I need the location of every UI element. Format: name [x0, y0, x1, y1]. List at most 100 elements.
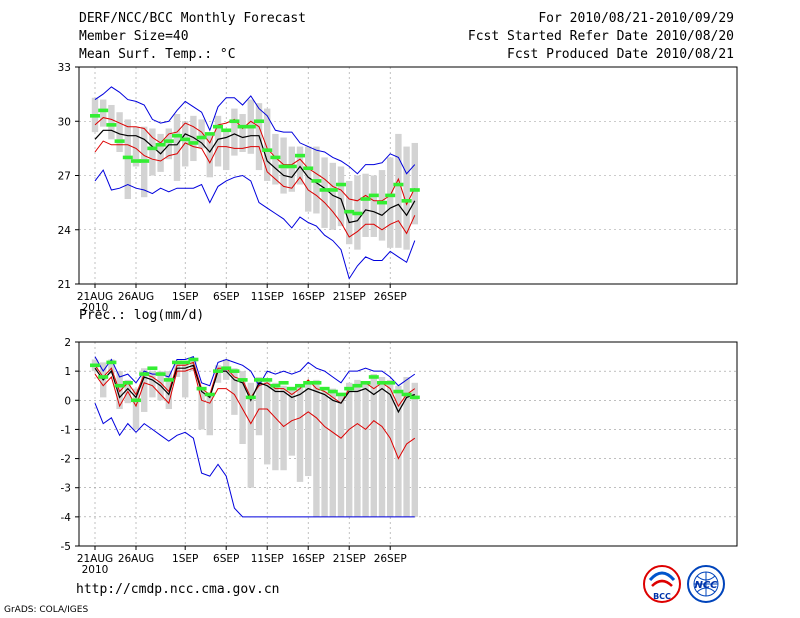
temp-observed-marker [196, 135, 207, 140]
precip-range-box [288, 388, 295, 456]
temp-observed-marker [245, 124, 256, 129]
temp-range-box [272, 133, 279, 185]
precip-range-box [247, 382, 254, 488]
temp-observed-marker [131, 159, 141, 163]
temp-observed-marker [122, 155, 133, 160]
temp-panel: 21 24 27 30 33 21AUG 26AUG 1SEP 6SEP 11SEP 16SEP 21… [58, 62, 738, 314]
temp-range-box [116, 112, 123, 152]
header-period: For 2010/08/21-2010/09/29 [538, 11, 734, 26]
precip-observed-marker [172, 360, 182, 365]
temp-observed-marker [336, 182, 346, 187]
precip-ytick-label: -2 [61, 454, 71, 466]
precip-observed-marker [368, 375, 379, 379]
temp-xtick-label: 21AUG [77, 291, 113, 303]
precip-xtick-label: 6SEP [213, 553, 239, 565]
precip-observed-marker [213, 369, 223, 373]
header-start-date: Fcst Started Refer Date 2010/08/20 [467, 29, 734, 44]
precip-observed-marker [336, 392, 346, 397]
header-member-size: Member Size=40 [79, 29, 189, 44]
temp-ytick-label: 33 [58, 62, 71, 74]
precip-range-box [313, 379, 320, 517]
precip-range-box [329, 388, 336, 517]
temp-observed-marker [360, 197, 371, 201]
precip-frame [78, 341, 738, 547]
precip-observed-marker [188, 357, 199, 362]
precip-observed-marker [196, 386, 207, 391]
precip-range-box [141, 368, 148, 412]
temp-range-box [157, 133, 164, 172]
temp-range-box [411, 142, 418, 225]
temp-observed-marker [254, 119, 264, 124]
precip-range-box [337, 394, 345, 517]
precip-observed-marker [147, 366, 158, 371]
precip-range-box [395, 385, 402, 517]
precip-ytick-label: 1 [64, 366, 71, 378]
temp-range-box [337, 166, 345, 227]
temp-observed-marker [262, 148, 273, 152]
temp-ytick-label: 24 [58, 225, 72, 237]
temp-observed-marker [385, 193, 396, 198]
temp-range-box [288, 146, 295, 192]
temp-range-box [190, 115, 197, 162]
temp-observed-marker [204, 132, 215, 136]
temp-ytick-label: 21 [58, 279, 71, 291]
temp-observed-marker [221, 128, 232, 133]
temp-range-box [173, 114, 181, 181]
precip-range-box [132, 388, 140, 430]
precip-observed-marker [131, 398, 141, 403]
temp-observed-marker [147, 146, 158, 151]
precip-observed-marker [360, 381, 371, 385]
temp-lower-line [94, 140, 416, 238]
precip-range-box [198, 388, 205, 430]
temp-observed-marker [163, 139, 174, 143]
precip-observed-marker [319, 386, 330, 391]
precip-observed-marker [114, 383, 125, 388]
precip-observed-marker [409, 395, 420, 400]
precip-range-box [255, 376, 263, 436]
precip-observed-marker [90, 363, 100, 368]
temp-observed-marker [139, 159, 150, 163]
temp-range-box [395, 133, 402, 248]
precip-observed-marker [262, 378, 273, 382]
temp-observed-marker [352, 211, 363, 216]
precip-year-label: 2010 [82, 564, 109, 576]
temp-range-box [214, 115, 222, 167]
temp-range-box [387, 157, 394, 248]
precip-observed-marker [155, 372, 166, 376]
precip-observed-marker [163, 378, 174, 382]
temp-observed-marker [237, 124, 248, 129]
temp-range-box [100, 99, 107, 127]
temp-range-box [198, 119, 205, 149]
precip-range-box [305, 382, 312, 477]
precip-range-box [321, 391, 328, 517]
temp-observed-marker [270, 155, 281, 160]
temp-range-box [231, 108, 238, 156]
temp-year-label: 2010 [82, 302, 109, 314]
precip-observed-marker [286, 386, 297, 391]
grads-credit: GrADS: COLA/IGES [4, 605, 89, 615]
precip-observed-marker [245, 395, 256, 400]
temp-range-box [403, 146, 410, 250]
temp-range-box [321, 157, 328, 228]
precip-xtick-label: 1SEP [172, 553, 198, 565]
source-url[interactable]: http://cmdp.ncc.cma.gov.cn [76, 582, 280, 597]
precip-range-box [108, 359, 115, 375]
temp-xtick-label: 1SEP [172, 291, 198, 303]
temp-observed-marker [106, 123, 117, 127]
temp-xtick-label: 6SEP [213, 291, 239, 303]
temp-xtick-label: 26AUG [118, 291, 154, 303]
temp-observed-marker [409, 188, 420, 192]
precip-range-box [272, 382, 279, 471]
temp-observed-marker [327, 188, 338, 192]
temp-range-box [182, 121, 189, 167]
temp-observed-marker [188, 141, 199, 145]
temp-observed-marker [90, 114, 100, 118]
temp-observed-marker [368, 193, 379, 198]
precip-xtick-label: 26SEP [374, 553, 407, 565]
temp-ytick-label: 30 [58, 116, 71, 128]
temp-observed-marker [401, 199, 412, 203]
temp-observed-marker [172, 133, 182, 138]
precip-observed-marker [254, 378, 264, 382]
precip-observed-marker [221, 366, 232, 371]
precip-range-box [264, 379, 271, 465]
